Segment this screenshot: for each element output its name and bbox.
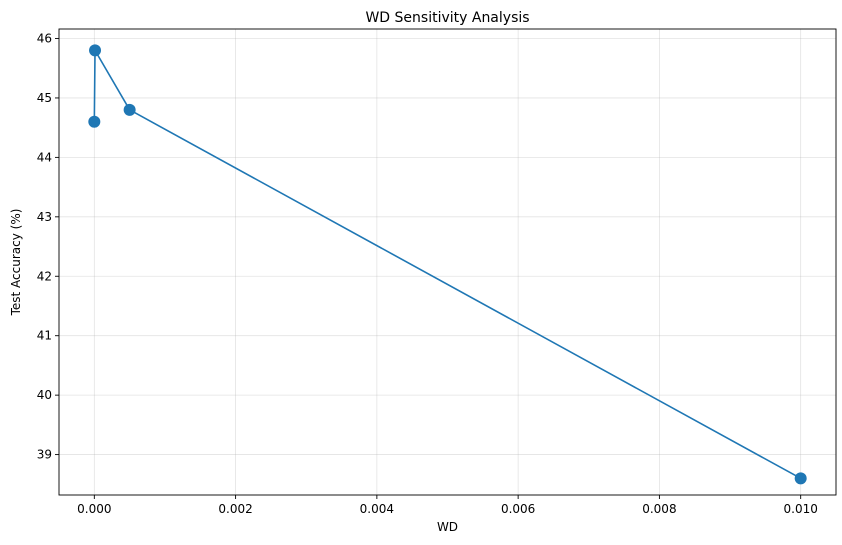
y-axis-ticks: 39 40 41 42 43 44 45 46 [37, 32, 59, 462]
series-line [93, 47, 802, 480]
x-tick-label: 0.002 [218, 502, 252, 516]
data-point [794, 472, 807, 485]
chart-title: WD Sensitivity Analysis [365, 10, 529, 26]
y-tick-label: 42 [37, 269, 52, 283]
y-tick-label: 40 [37, 388, 52, 402]
x-tick-label: 0.010 [784, 502, 818, 516]
grid [59, 29, 836, 495]
x-tick-label: 0.000 [77, 502, 111, 516]
plot-frame [58, 28, 837, 496]
data-point [88, 115, 101, 128]
x-tick-label: 0.008 [642, 502, 676, 516]
y-tick-label: 45 [37, 91, 52, 105]
y-tick-label: 39 [37, 448, 52, 462]
y-tick-label: 46 [37, 32, 52, 46]
x-axis-ticks: 0.000 0.002 0.004 0.006 0.008 0.010 [77, 495, 818, 516]
x-axis-label: WD [437, 520, 458, 534]
y-axis-label: Test Accuracy (%) [9, 209, 23, 317]
y-tick-label: 41 [37, 329, 52, 343]
y-tick-label: 44 [37, 150, 52, 164]
data-point [89, 44, 102, 57]
x-tick-label: 0.004 [360, 502, 394, 516]
data-point [123, 103, 136, 116]
y-tick-label: 43 [37, 210, 52, 224]
x-tick-label: 0.006 [501, 502, 535, 516]
series-layer [88, 44, 807, 485]
